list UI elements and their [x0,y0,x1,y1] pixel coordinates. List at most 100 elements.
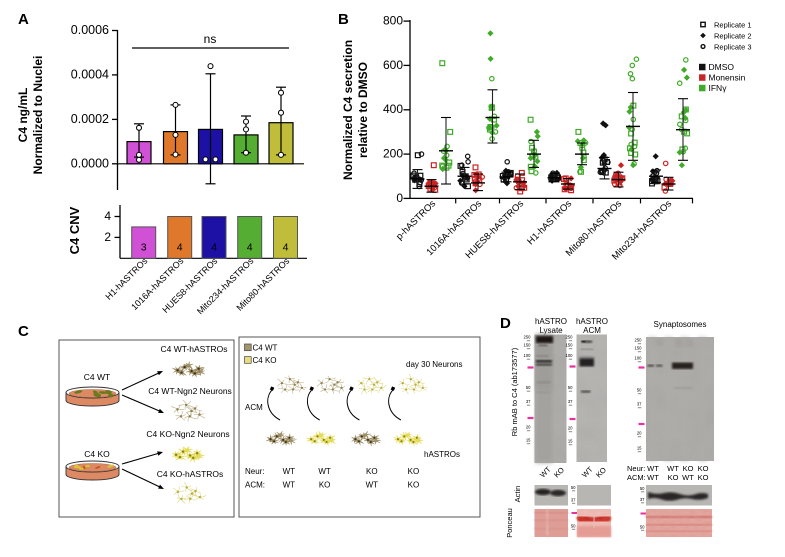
svg-text:150: 150 [524,343,532,348]
svg-text:37: 37 [637,402,642,407]
svg-text:WT: WT [283,481,296,490]
svg-text:C4 WT-Ngn2 Neurons: C4 WT-Ngn2 Neurons [148,386,232,396]
svg-text:400: 400 [383,102,403,116]
svg-text:KO: KO [366,467,378,476]
svg-text:D: D [500,315,511,332]
svg-text:4: 4 [283,242,289,254]
svg-text:4: 4 [104,209,111,223]
svg-text:C4 ng/mL: C4 ng/mL [16,88,30,143]
svg-text:KO: KO [594,465,608,479]
svg-text:4: 4 [177,242,183,254]
svg-text:KO: KO [319,481,331,490]
svg-text:KO: KO [668,473,679,482]
svg-text:Replicate 1: Replicate 1 [714,20,752,29]
svg-text:50: 50 [637,388,642,393]
svg-text:C4 KO: C4 KO [253,356,277,365]
svg-text:KO: KO [552,465,566,479]
svg-text:0.0000: 0.0000 [71,156,109,170]
svg-text:Normalized C4 secretion: Normalized C4 secretion [341,40,355,180]
svg-text:WT: WT [318,467,331,476]
svg-text:250: 250 [566,335,574,340]
svg-text:WT: WT [647,464,659,473]
svg-text:KO: KO [683,464,694,473]
svg-text:15: 15 [568,439,573,444]
svg-text:C4 KO-hASTROs: C4 KO-hASTROs [157,469,224,479]
svg-text:Monensin: Monensin [709,73,746,83]
svg-text:IFNγ: IFNγ [709,83,728,93]
svg-text:4: 4 [247,242,253,254]
svg-text:0: 0 [396,191,403,205]
svg-text:WT: WT [366,481,379,490]
svg-text:Lysate: Lysate [539,326,563,335]
svg-text:WT: WT [580,465,595,480]
svg-text:20: 20 [526,425,531,430]
svg-text:ACM: ACM [245,403,263,412]
svg-text:WT: WT [647,473,659,482]
svg-text:KO: KO [698,464,709,473]
svg-text:250: 250 [524,335,532,340]
svg-text:C4 KO-Ngn2 Neurons: C4 KO-Ngn2 Neurons [146,429,229,439]
svg-text:0.0004: 0.0004 [71,67,109,81]
svg-text:hASTRO: hASTRO [576,317,608,326]
svg-text:250: 250 [635,338,643,343]
svg-text:WT: WT [667,464,679,473]
svg-text:37: 37 [571,498,576,503]
svg-text:B: B [338,11,349,28]
svg-text:relative to DMSO: relative to DMSO [356,62,370,158]
svg-text:0.0002: 0.0002 [71,112,109,126]
svg-text:ns: ns [204,32,217,46]
svg-text:150: 150 [635,346,643,351]
svg-text:A: A [18,11,29,28]
svg-text:Replicate 2: Replicate 2 [714,31,752,40]
svg-text:50: 50 [640,525,645,530]
svg-text:50: 50 [568,385,573,390]
svg-text:KO: KO [408,481,420,490]
svg-text:Synaptosomes: Synaptosomes [654,320,707,329]
svg-text:ACM:: ACM: [245,481,265,490]
svg-text:15: 15 [637,446,642,451]
svg-text:C4 WT-hASTROs: C4 WT-hASTROs [160,344,227,354]
svg-text:3: 3 [141,242,147,254]
svg-text:100: 100 [524,353,532,358]
svg-text:C: C [18,323,29,340]
svg-text:4: 4 [211,242,217,254]
svg-text:C4 WT: C4 WT [84,372,110,382]
svg-text:Rb mAB to C4 (ab173577): Rb mAB to C4 (ab173577) [510,347,519,436]
svg-text:50: 50 [571,524,576,529]
svg-text:H1-hASTROs: H1-hASTROs [525,198,574,247]
svg-text:0.0006: 0.0006 [71,23,109,37]
svg-text:DMSO: DMSO [709,62,735,72]
svg-text:15: 15 [526,438,531,443]
svg-text:hASTRO: hASTRO [535,317,567,326]
svg-text:37: 37 [526,399,531,404]
svg-text:Normalized to Nuclei: Normalized to Nuclei [31,56,45,175]
svg-text:KO: KO [408,467,420,476]
svg-text:600: 600 [383,58,403,72]
svg-text:37: 37 [640,497,645,502]
svg-text:WT: WT [283,467,296,476]
svg-text:200: 200 [383,147,403,161]
svg-text:150: 150 [566,343,574,348]
svg-text:KO: KO [698,473,709,482]
svg-text:20: 20 [568,426,573,431]
svg-text:Replicate 3: Replicate 3 [714,42,752,51]
svg-text:WT: WT [538,465,553,480]
svg-text:Ponceau: Ponceau [505,508,514,538]
svg-text:50: 50 [571,485,576,490]
svg-text:hASTROs: hASTROs [424,450,460,459]
svg-text:20: 20 [637,431,642,436]
svg-text:WT: WT [682,473,694,482]
svg-text:day 30 Neurons: day 30 Neurons [406,360,462,369]
svg-text:ACM: ACM [583,326,601,335]
svg-text:C4 WT: C4 WT [253,343,278,352]
svg-text:Actin: Actin [513,486,522,503]
svg-text:800: 800 [383,14,403,28]
svg-text:C4 KO: C4 KO [84,449,110,459]
svg-text:100: 100 [566,353,574,358]
svg-text:C4 CNV: C4 CNV [67,206,82,254]
svg-text:100: 100 [635,356,643,361]
svg-text:Neur:: Neur: [627,464,645,473]
svg-text:ACM:: ACM: [627,473,646,482]
svg-text:50: 50 [526,385,531,390]
svg-text:2: 2 [104,230,111,244]
